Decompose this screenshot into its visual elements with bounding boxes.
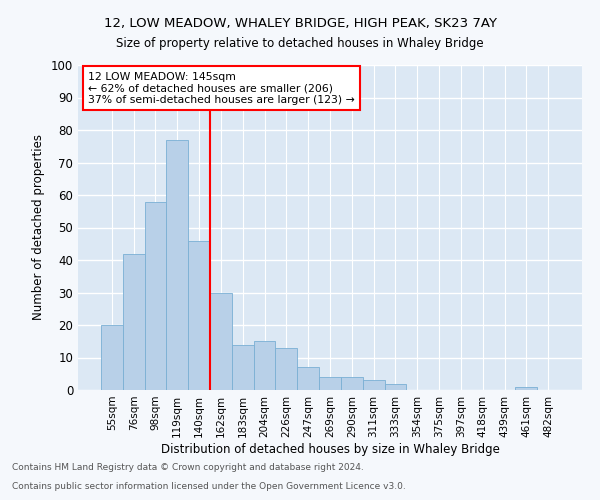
Bar [166, 140, 188, 390]
Bar [232, 344, 254, 390]
Bar [123, 254, 145, 390]
Text: Contains public sector information licensed under the Open Government Licence v3: Contains public sector information licen… [12, 482, 406, 491]
Y-axis label: Number of detached properties: Number of detached properties [32, 134, 46, 320]
Bar [341, 377, 363, 390]
X-axis label: Distribution of detached houses by size in Whaley Bridge: Distribution of detached houses by size … [161, 442, 499, 456]
Bar [145, 202, 166, 390]
Bar [297, 367, 319, 390]
Text: 12 LOW MEADOW: 145sqm
← 62% of detached houses are smaller (206)
37% of semi-det: 12 LOW MEADOW: 145sqm ← 62% of detached … [88, 72, 355, 104]
Bar [385, 384, 406, 390]
Bar [319, 377, 341, 390]
Bar [254, 341, 275, 390]
Bar [101, 325, 123, 390]
Bar [210, 292, 232, 390]
Text: 12, LOW MEADOW, WHALEY BRIDGE, HIGH PEAK, SK23 7AY: 12, LOW MEADOW, WHALEY BRIDGE, HIGH PEAK… [104, 18, 497, 30]
Bar [188, 240, 210, 390]
Bar [275, 348, 297, 390]
Text: Size of property relative to detached houses in Whaley Bridge: Size of property relative to detached ho… [116, 38, 484, 51]
Bar [515, 387, 537, 390]
Bar [363, 380, 385, 390]
Text: Contains HM Land Registry data © Crown copyright and database right 2024.: Contains HM Land Registry data © Crown c… [12, 464, 364, 472]
